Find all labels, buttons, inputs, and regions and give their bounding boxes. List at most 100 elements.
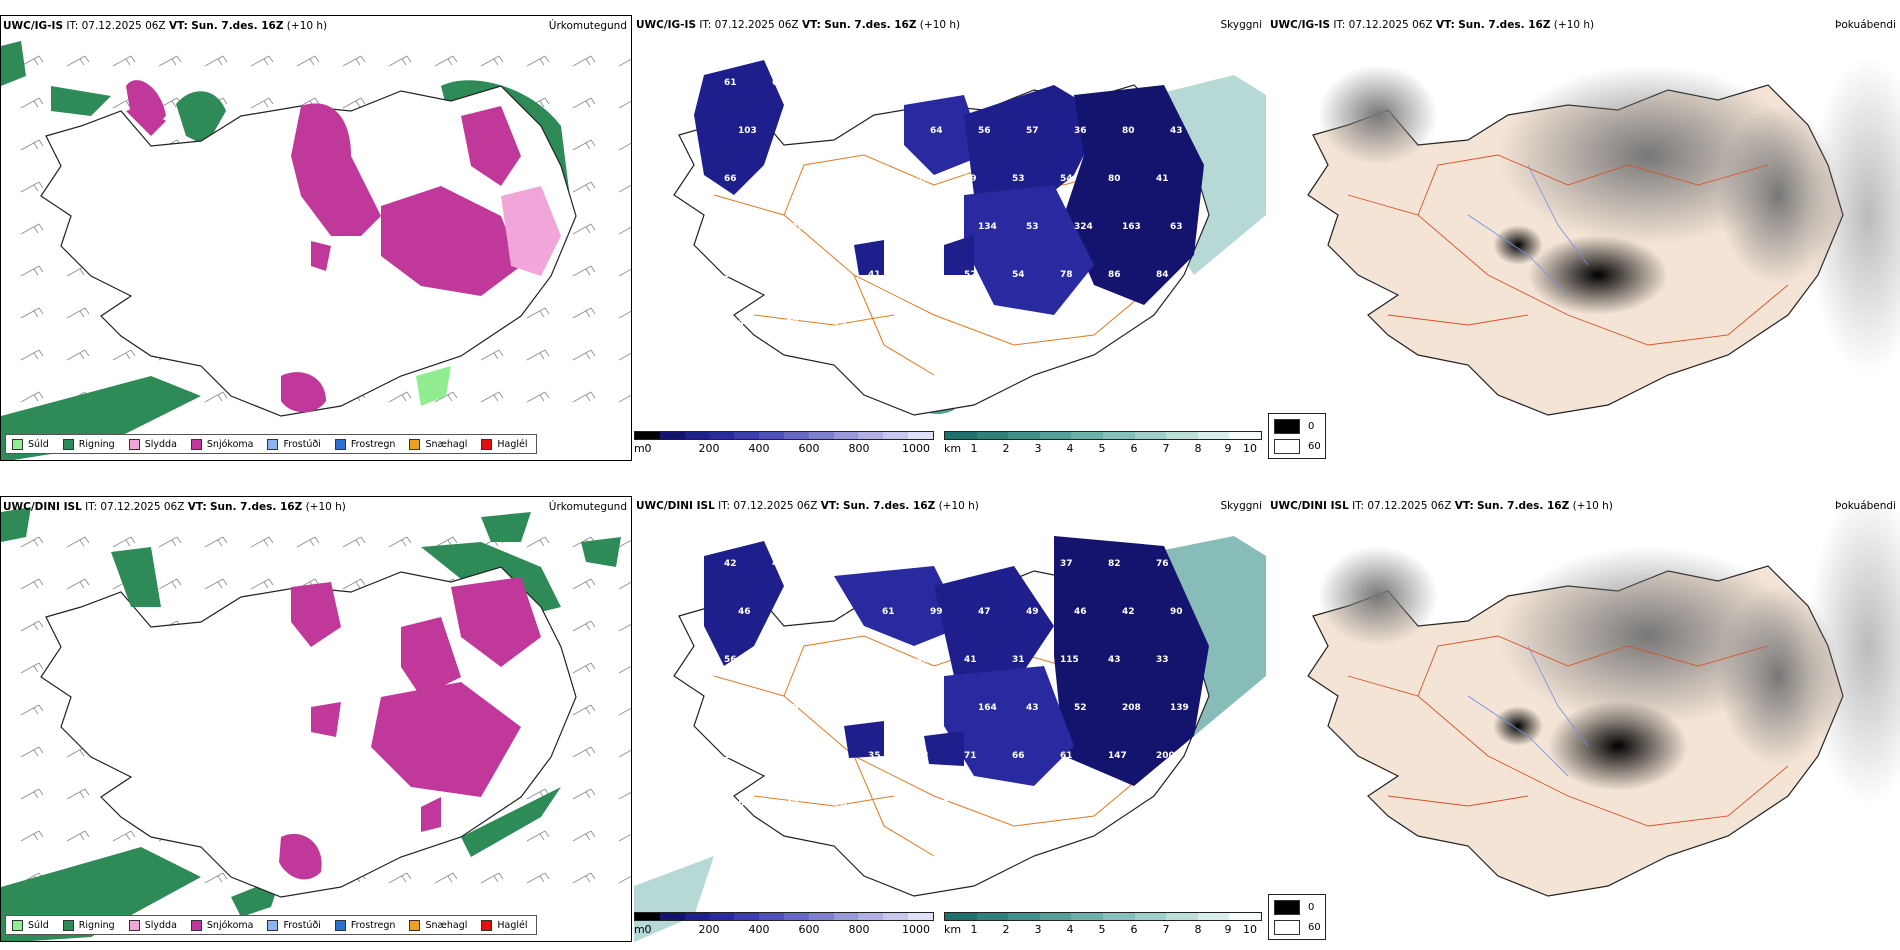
wind-barb (20, 788, 44, 800)
cloud-base-label: 56 (978, 126, 991, 136)
cloud-base-label: 56 (724, 655, 737, 665)
colorbar-cell (883, 913, 909, 920)
colorbar-unit: km (944, 923, 962, 936)
cloud-base-label: 57 (916, 174, 929, 184)
wind-barb (204, 872, 228, 884)
wind-barb (112, 536, 136, 548)
colorbar-cell (709, 913, 735, 920)
colorbar-unit: m (634, 442, 645, 455)
cloud-base-label: 39 (882, 222, 895, 232)
cloud-base-label: 31 (1012, 655, 1025, 665)
it-value: 07.12.2025 06Z (81, 20, 166, 32)
fog-legend-item: 60 (1274, 920, 1321, 935)
wind-barb (20, 662, 44, 674)
wind-barb (20, 391, 44, 403)
wind-barb (572, 662, 596, 674)
cloud-base-label: 58 (916, 78, 929, 88)
colorbar-cell (883, 432, 909, 439)
legend-item: Rigning (62, 438, 115, 450)
wind-barb (618, 833, 631, 842)
wind-barb (618, 623, 631, 632)
colorbar-cell (1071, 432, 1103, 439)
vt-label: VT: (801, 19, 821, 31)
cloud-base-label: 176 (834, 222, 853, 232)
colorbar-tick: 1 (970, 923, 978, 936)
cloud-base-label: 61 (724, 78, 737, 88)
fog-map (1307, 496, 1900, 897)
wind-barb (618, 791, 631, 800)
wind-barb (388, 536, 412, 548)
it-label: IT: (66, 20, 79, 32)
cloud-base-label: 52 (1074, 703, 1087, 713)
cloud-base-label: 78 (1060, 270, 1073, 280)
colorbar-swatches (944, 431, 1262, 440)
colorbar-tick: 8 (1194, 442, 1202, 455)
wind-barb (388, 391, 412, 403)
lead-time: (+10 h) (938, 500, 979, 512)
cloud-base-label: 35 (724, 270, 737, 280)
wind-barb (526, 536, 550, 548)
vt-value: Sun. 7.des. 16Z (843, 500, 936, 512)
wind-barb (20, 620, 44, 632)
wind-barb (572, 788, 596, 800)
cloud-base-label: 130 (772, 270, 791, 280)
legend-item: Slydda (128, 919, 177, 931)
cloud-base-label: 54 (882, 318, 895, 328)
wind-barb (158, 578, 182, 590)
wind-barb (20, 830, 44, 842)
colorbar-cell (833, 913, 859, 920)
legend-item: Snjókoma (190, 919, 253, 931)
vt-value: Sun. 7.des. 16Z (210, 501, 303, 513)
colorbar-tick: 200 (698, 442, 720, 455)
cloud-base-label: 75 (738, 222, 751, 232)
legend-item: Rigning (62, 919, 115, 931)
cloud-base-label: 210 (882, 703, 901, 713)
legend-swatch (128, 438, 140, 450)
precip-legend: Súld Rigning Slydda Snjókoma Frostúði Fr… (5, 434, 537, 454)
cloud-base-label: 153 (930, 799, 949, 809)
wind-barb (572, 391, 596, 403)
colorbar-tick: 600 (798, 442, 820, 455)
legend-swatch (12, 438, 23, 450)
legend-item: Frostúði (267, 438, 321, 450)
cloud-base-label: 99 (930, 607, 943, 617)
colorbar-cell (684, 432, 710, 439)
legend-label: Haglél (497, 438, 528, 450)
cloud-base-label: 88 (772, 751, 785, 761)
wind-barb (204, 578, 228, 590)
legend-label: Rigning (78, 438, 115, 450)
colorbar-ticks: 1 2 3 4 5 6 7 8 9 10 (944, 923, 1262, 937)
colorbar-tick: 9 (1224, 442, 1232, 455)
wind-barb (618, 394, 631, 403)
cloud-base-label: 72 (1012, 559, 1025, 569)
it-value: 07.12.2025 06Z (714, 19, 799, 31)
wind-barb (20, 746, 44, 758)
panel-header: UWC/IG-IS IT: 07.12.2025 06Z VT: Sun. 7.… (1270, 19, 1896, 33)
fog-map (1307, 55, 1900, 416)
legend-swatch (190, 438, 202, 450)
cloud-base-label: 47 (978, 607, 991, 617)
wind-barb (66, 55, 90, 67)
cloud-base-label: 54 (1060, 174, 1073, 184)
wind-barb (572, 349, 596, 361)
wind-barb (204, 391, 228, 403)
colorbar-cell (1071, 913, 1103, 920)
colorbar-cell (976, 913, 1009, 920)
vt-value: Sun. 7.des. 16Z (1458, 19, 1551, 31)
model-name: UWC/IG-IS (3, 20, 64, 32)
cloud-base-label: 57 (1026, 126, 1039, 136)
panel-header: UWC/DINI ISL IT: 07.12.2025 06Z VT: Sun.… (636, 500, 1262, 514)
cloud-base-labels: 61 68 35 61 58 67 78 59 66 67 103 104 60 55 64 56 57 36 80… (724, 78, 1183, 328)
wind-barb (480, 391, 504, 403)
cloud-map: 61 68 35 61 58 67 78 59 66 67 103 104 60 55 64 56 57 36 80… (673, 60, 1266, 416)
wind-barb (618, 581, 631, 590)
vt-label: VT: (187, 501, 207, 513)
road-network (713, 154, 1155, 376)
legend-swatch (12, 919, 23, 931)
cloud-base-label: 47 (978, 799, 991, 809)
panel-header: UWC/DINI ISL IT: 07.12.2025 06Z VT: Sun.… (3, 501, 627, 515)
legend-item: Snæhagl (409, 438, 467, 450)
cloud-base-label: 212 (786, 222, 805, 232)
coastline (40, 85, 577, 417)
cloud-base-label: 61 (1060, 751, 1073, 761)
